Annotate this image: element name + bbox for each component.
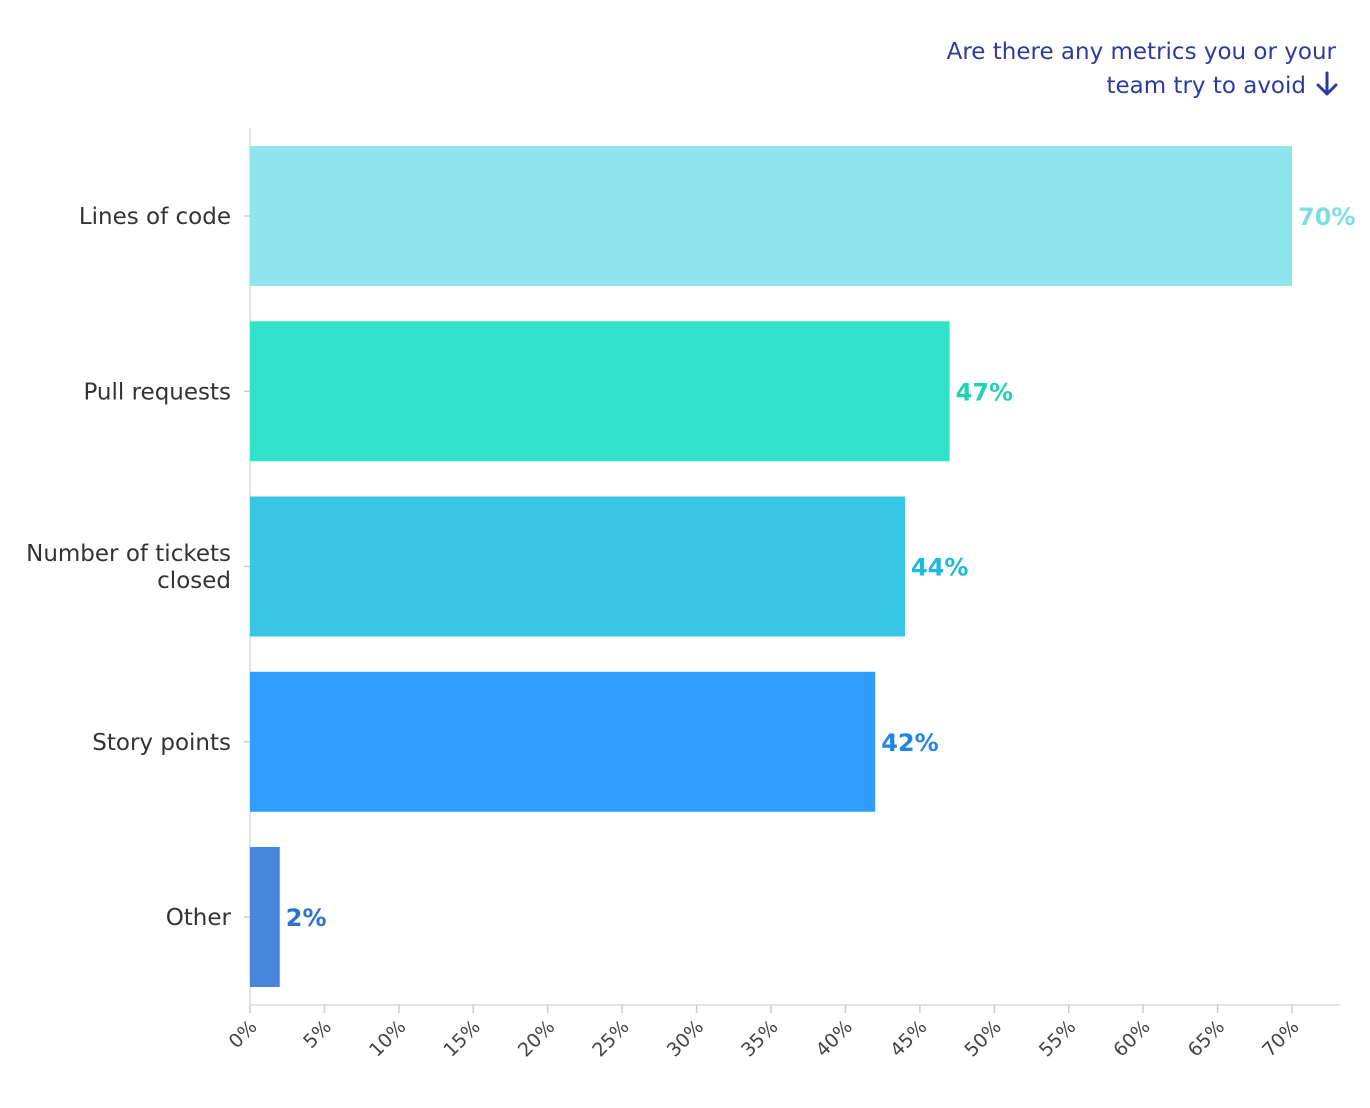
x-tick-label-2: 10% — [365, 1016, 410, 1061]
value-label-2: 44% — [911, 554, 968, 582]
x-tick-label-5: 25% — [588, 1016, 633, 1061]
x-tick-label-9: 45% — [886, 1016, 931, 1061]
bar-3 — [250, 671, 876, 812]
x-tick-label-3: 15% — [439, 1016, 484, 1061]
x-tick-label-8: 40% — [812, 1016, 857, 1061]
chart-title-line-2: team try to avoid — [1106, 73, 1306, 99]
x-tick-label-10: 50% — [960, 1016, 1005, 1061]
bar-4 — [250, 847, 280, 987]
x-tick-label-11: 55% — [1035, 1016, 1080, 1061]
bar-2 — [250, 496, 905, 637]
x-tick-label-13: 65% — [1184, 1016, 1229, 1061]
x-tick-label-14: 70% — [1258, 1016, 1303, 1061]
category-label-2-line-0: Number of tickets — [26, 541, 231, 567]
x-tick-label-0: 0% — [225, 1016, 262, 1053]
value-label-4: 2% — [286, 904, 327, 932]
category-label-1: Pull requests — [83, 379, 231, 405]
x-tick-label-6: 30% — [663, 1016, 708, 1061]
x-tick-label-7: 35% — [737, 1016, 782, 1061]
category-label-0: Lines of code — [79, 204, 231, 230]
category-label-2-line-1: closed — [157, 568, 231, 594]
bar-1 — [250, 321, 950, 462]
chart-title-line-1: Are there any metrics you or your — [947, 39, 1337, 65]
bar-0 — [250, 146, 1292, 286]
x-tick-label-12: 60% — [1109, 1016, 1154, 1061]
value-label-1: 47% — [956, 378, 1013, 406]
value-label-3: 42% — [881, 729, 938, 757]
x-tick-label-1: 5% — [299, 1016, 336, 1053]
value-label-0: 70% — [1298, 203, 1355, 231]
x-tick-label-4: 20% — [514, 1016, 559, 1061]
category-label-3: Story points — [92, 730, 231, 756]
arrow-down-icon — [1316, 71, 1338, 96]
category-label-4: Other — [166, 905, 232, 931]
